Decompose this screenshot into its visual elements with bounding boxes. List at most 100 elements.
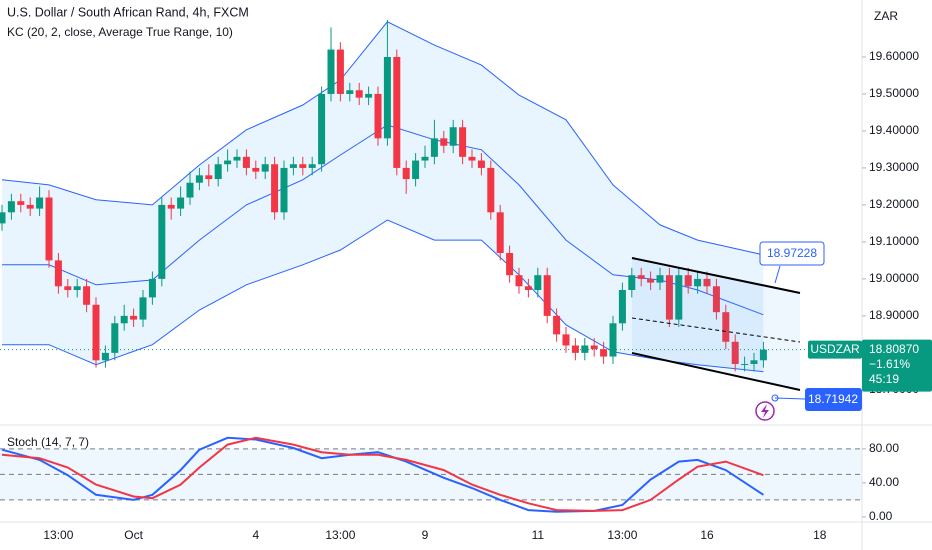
x-tick-label: 13:00 (607, 528, 637, 542)
candle-body (308, 164, 316, 168)
candle-body (741, 363, 749, 365)
countdown-label: 45:19 (869, 372, 899, 386)
candle-body (618, 289, 626, 324)
candle-body (224, 160, 232, 165)
alert-bolt[interactable] (761, 404, 769, 418)
candle-body (54, 260, 62, 287)
candle-body (252, 167, 260, 172)
candle-body (421, 156, 429, 161)
y-tick-label: 19.50000 (869, 86, 919, 100)
price-box (862, 339, 932, 392)
candle-body (195, 175, 203, 183)
candle-body (468, 156, 476, 161)
candle-body (628, 275, 636, 290)
channel-lower (631, 352, 801, 391)
candle-body (365, 93, 373, 98)
candle-body (158, 204, 166, 279)
level-fill (0, 448, 862, 500)
y-tick-label: 19.40000 (869, 123, 919, 137)
x-tick-label: 11 (532, 528, 545, 542)
candle-body (148, 278, 156, 298)
x-tick-label: 4 (252, 528, 259, 542)
candle-body (731, 341, 739, 364)
alert-icon[interactable] (755, 401, 775, 421)
candle-body (205, 175, 213, 180)
annotation-label: 18.97228 (767, 246, 817, 260)
candle-body (506, 253, 514, 276)
callout-pointer (774, 265, 781, 284)
annotation-label: 18.71942 (808, 392, 858, 406)
band-fill (2, 21, 764, 372)
y-tick-label: 18.90000 (869, 308, 919, 322)
x-tick-label: 13:00 (43, 528, 73, 542)
annotation-box: 18.71942 (805, 388, 862, 411)
candle-body (374, 93, 382, 139)
candle-body (92, 304, 100, 361)
candle-body (393, 56, 401, 168)
candle-body (111, 323, 119, 353)
candle-body (684, 275, 692, 287)
y-tick-label: 80.00 (869, 441, 899, 455)
x-tick-label: Oct (124, 528, 143, 542)
channel-middle (631, 317, 801, 343)
candle-body (346, 90, 354, 94)
candle-body (130, 315, 138, 320)
candle-body (355, 90, 363, 98)
chart-title: U.S. Dollar / South African Rand, 4h, FX… (7, 5, 249, 19)
candle-body (327, 49, 335, 94)
candle-body (750, 360, 758, 364)
candle-body (571, 345, 579, 353)
candle-body (487, 167, 495, 213)
candle-body (477, 160, 485, 168)
candle-body (712, 286, 720, 313)
y-tick-label: 19.10000 (869, 234, 919, 248)
x-tick-label: 18 (813, 528, 827, 542)
candle-body (515, 275, 523, 287)
candle-body (600, 349, 608, 357)
plot-area (0, 19, 862, 513)
candle-body (553, 315, 561, 335)
candle-body (7, 201, 15, 213)
candle-body (665, 275, 673, 320)
candle-body (402, 167, 410, 180)
candle-body (524, 286, 532, 290)
candle-body (383, 56, 391, 139)
candle-body (543, 275, 551, 316)
candle-body (261, 164, 269, 172)
symbol-label: USDZAR (810, 342, 860, 356)
candle-body (430, 138, 438, 157)
overlay: 19.60000 19.50000 19.40000 19.30000 19.20000… (43, 49, 932, 542)
symbol-box (808, 340, 862, 359)
candle-body (412, 160, 420, 180)
candle-body (675, 275, 683, 320)
candle-body (83, 286, 91, 305)
candle-body (581, 345, 589, 353)
candle-body (167, 204, 175, 209)
candle-body (449, 127, 457, 146)
candle-body (271, 164, 279, 213)
candle-body (496, 212, 504, 254)
annotation-frame (759, 241, 825, 266)
candle-body (562, 334, 570, 346)
candle-body (440, 138, 448, 146)
y-tick-label: 40.00 (869, 475, 899, 489)
x-tick-label: 16 (700, 528, 714, 542)
candle-body (0, 212, 6, 224)
channel-upper (631, 257, 801, 294)
candle-body (318, 93, 326, 165)
change-label: −1.61% (869, 357, 910, 371)
stoch-title: Stoch (14, 7, 7) (7, 435, 89, 449)
candle-body (590, 345, 598, 350)
candle-body (299, 164, 307, 168)
callout-pointer (774, 397, 806, 400)
candle-body (289, 164, 297, 168)
indicator-title: KC (20, 2, close, Average True Range, 10… (7, 25, 233, 39)
candle-body (139, 297, 147, 320)
stoch-line (1, 436, 764, 512)
candle-body (120, 315, 128, 324)
candle-body (242, 156, 250, 168)
candle-body (647, 278, 655, 283)
y-tick-label: 0.00 (869, 509, 893, 523)
